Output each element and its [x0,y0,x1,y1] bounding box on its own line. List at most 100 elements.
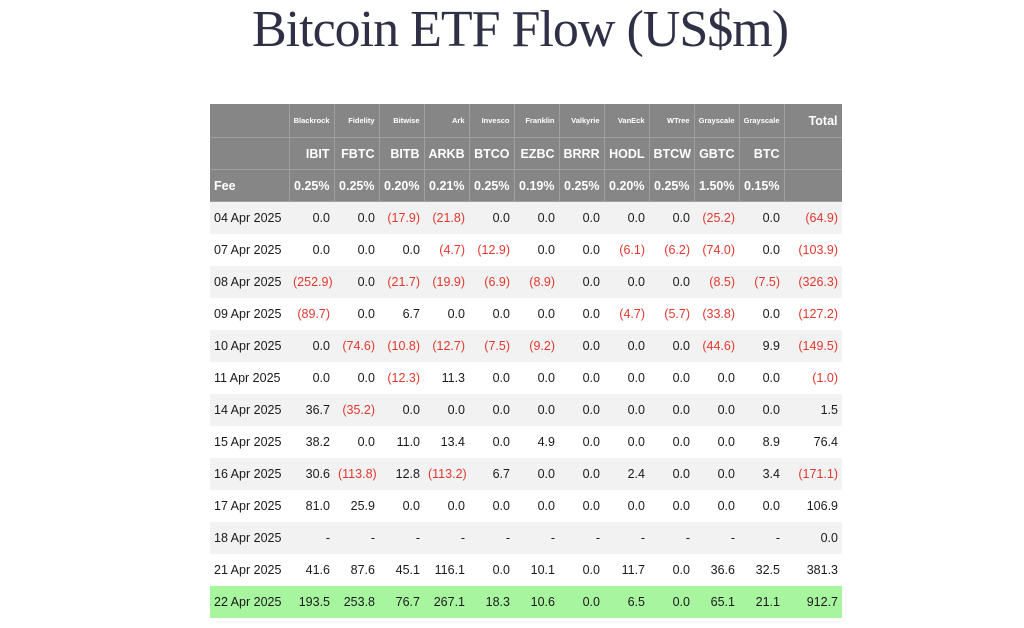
flow-cell: 41.6 [289,554,334,586]
flow-cell: 0.0 [424,490,469,522]
flow-cell: 0.0 [559,490,604,522]
etf-flow-table-container[interactable]: Blackrock Fidelity Bitwise Ark Invesco Frankl… [210,104,842,628]
table-row: 18 Apr 2025- - - - - - - - - - -0.0 [210,522,842,554]
flow-cell: (4.7) [604,298,649,330]
flow-cell: (6.9) [469,266,514,298]
flow-cell: 0.0 [559,298,604,330]
flow-cell: 193.5 [289,586,334,618]
flow-cell: 65.1 [694,586,739,618]
flow-cell: 0.0 [379,234,424,266]
fee-value: 0.20% [604,169,650,202]
table-row: 21 Apr 2025 41.6 87.6 45.1 116.1 0.0 10.1 0.0 11… [210,554,842,586]
ticker-header: GBTC [694,137,740,170]
flow-cell: 0.0 [334,234,379,266]
ticker-header: BTCO [469,137,515,170]
row-date: 14 Apr 2025 [210,394,289,426]
header-blank-cell [784,137,842,170]
table-row: 15 Apr 2025 38.2 0.0 11.0 13.4 0.0 4.9 0.0 0.0 0.… [210,426,842,458]
issuer-header: VanEck [604,104,650,138]
flow-cell: - [334,522,379,554]
flow-cell: (33.8) [694,298,739,330]
flow-cell: 76.7 [379,586,424,618]
flow-cell: 0.0 [649,362,694,394]
flow-cell: - [289,522,334,554]
flow-cell: - [379,522,424,554]
table-row: 14 Apr 2025 36.7 (35.2) 0.0 0.0 0.0 0.0 0.0 0.0 0… [210,394,842,426]
flow-cell: 0.0 [604,362,649,394]
issuer-header-row: Blackrock Fidelity Bitwise Ark Invesco Frankl… [210,104,842,138]
flow-cell: (21.7) [379,266,424,298]
row-date: 08 Apr 2025 [210,266,289,298]
ticker-header: HODL [604,137,650,170]
flow-cell: 0.0 [649,266,694,298]
issuer-header: Blackrock [289,104,335,138]
flow-cell: 0.0 [334,298,379,330]
flow-cell: (7.5) [469,330,514,362]
flow-cell: (113.2) [424,458,469,490]
flow-cell: 0.0 [649,394,694,426]
flow-cell: 0.0 [334,426,379,458]
flow-cell: 0.0 [289,234,334,266]
flow-cell: 0.0 [559,586,604,618]
flow-cell: 0.0 [649,458,694,490]
flow-cell: 0.0 [514,201,559,234]
ticker-header: BITB [379,137,425,170]
flow-cell: 0.0 [469,490,514,522]
flow-cell: 0.0 [514,394,559,426]
ticker-header-row: IBIT FBTC BITB ARKB BTCO EZBC BRRR HODL BTCW GBTC… [210,137,842,170]
flow-cell: 30.6 [289,458,334,490]
header-blank-cell [784,169,842,202]
ticker-header: EZBC [514,137,560,170]
flow-cell: 0.0 [469,394,514,426]
fee-value: 0.25% [559,169,605,202]
flow-cell: 0.0 [604,394,649,426]
table-row: 11 Apr 2025 0.0 0.0 (12.3) 11.3 0.0 0.0 0.0 0.0 0… [210,362,842,394]
flow-cell: 0.0 [379,490,424,522]
row-date: 10 Apr 2025 [210,330,289,362]
flow-cell: 21.1 [739,586,784,618]
flow-cell: 81.0 [289,490,334,522]
ticker-header: BTCW [649,137,695,170]
issuer-header: WTree [649,104,695,138]
etf-flow-table: Blackrock Fidelity Bitwise Ark Invesco Frankl… [210,104,842,618]
flow-cell: 6.5 [604,586,649,618]
fee-value: 0.15% [739,169,785,202]
table-row: 07 Apr 2025 0.0 0.0 0.0 (4.7) (12.9) 0.0 0.0 (6.… [210,234,842,266]
flow-cell: 0.0 [424,394,469,426]
row-total: (103.9) [784,234,842,266]
flow-cell: 0.0 [604,330,649,362]
fee-header-row: Fee 0.25% 0.25% 0.20% 0.21% 0.25% 0.19% 0.25% 0.… [210,169,842,202]
fee-value: 0.20% [379,169,425,202]
header-corner-cell [210,104,290,138]
flow-cell: 253.8 [334,586,379,618]
flow-cell: 36.7 [289,394,334,426]
flow-cell: 0.0 [604,201,649,234]
flow-cell: (8.5) [694,266,739,298]
table-row: 04 Apr 2025 0.0 0.0 (17.9) (21.8) 0.0 0.0 0.0 0.… [210,201,842,234]
row-total: 912.7 [784,586,842,618]
flow-cell: - [559,522,604,554]
table-row: 09 Apr 2025 (89.7) 0.0 6.7 0.0 0.0 0.0 0.0 (4.7)… [210,298,842,330]
flow-cell: 8.9 [739,426,784,458]
ticker-header: FBTC [334,137,380,170]
flow-cell: (10.8) [379,330,424,362]
flow-cell: 4.9 [514,426,559,458]
flow-cell: 0.0 [649,490,694,522]
flow-cell: 0.0 [604,490,649,522]
flow-cell: (252.9) [289,266,334,298]
flow-cell: 32.5 [739,554,784,586]
issuer-header: Ark [424,104,470,138]
issuer-header: Valkyrie [559,104,605,138]
ticker-header: IBIT [289,137,335,170]
table-row: 08 Apr 2025 (252.9) 0.0 (21.7) (19.9) (6.9) (8… [210,266,842,298]
row-date: 16 Apr 2025 [210,458,289,490]
flow-cell: - [739,522,784,554]
total-header: Total [784,104,842,138]
flow-cell: 0.0 [694,490,739,522]
table-row: 10 Apr 2025 0.0 (74.6) (10.8) (12.7) (7.5) (9.… [210,330,842,362]
flow-cell: - [514,522,559,554]
flow-cell: 10.1 [514,554,559,586]
issuer-header: Bitwise [379,104,425,138]
flow-cell: 0.0 [739,490,784,522]
flow-cell: 0.0 [514,362,559,394]
